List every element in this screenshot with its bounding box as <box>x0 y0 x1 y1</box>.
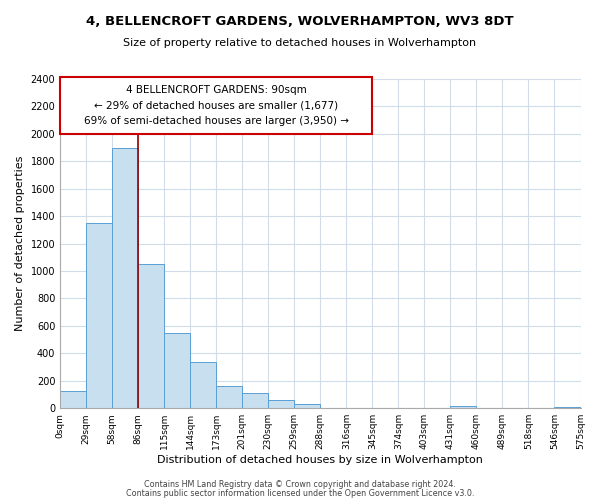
X-axis label: Distribution of detached houses by size in Wolverhampton: Distribution of detached houses by size … <box>157 455 483 465</box>
Bar <box>216 386 242 408</box>
Bar <box>86 223 112 408</box>
Text: Size of property relative to detached houses in Wolverhampton: Size of property relative to detached ho… <box>124 38 476 48</box>
Bar <box>112 148 138 408</box>
Bar <box>190 362 216 408</box>
Bar <box>451 406 476 408</box>
Bar <box>164 333 190 408</box>
Bar <box>554 407 581 408</box>
Bar <box>295 404 320 408</box>
Text: 4, BELLENCROFT GARDENS, WOLVERHAMPTON, WV3 8DT: 4, BELLENCROFT GARDENS, WOLVERHAMPTON, W… <box>86 15 514 28</box>
Text: 4 BELLENCROFT GARDENS: 90sqm
← 29% of detached houses are smaller (1,677)
69% of: 4 BELLENCROFT GARDENS: 90sqm ← 29% of de… <box>84 84 349 126</box>
Y-axis label: Number of detached properties: Number of detached properties <box>15 156 25 332</box>
Bar <box>138 264 164 408</box>
Text: Contains HM Land Registry data © Crown copyright and database right 2024.: Contains HM Land Registry data © Crown c… <box>144 480 456 489</box>
Text: Contains public sector information licensed under the Open Government Licence v3: Contains public sector information licen… <box>126 488 474 498</box>
Bar <box>268 400 295 408</box>
Bar <box>60 391 86 408</box>
Bar <box>242 393 268 408</box>
